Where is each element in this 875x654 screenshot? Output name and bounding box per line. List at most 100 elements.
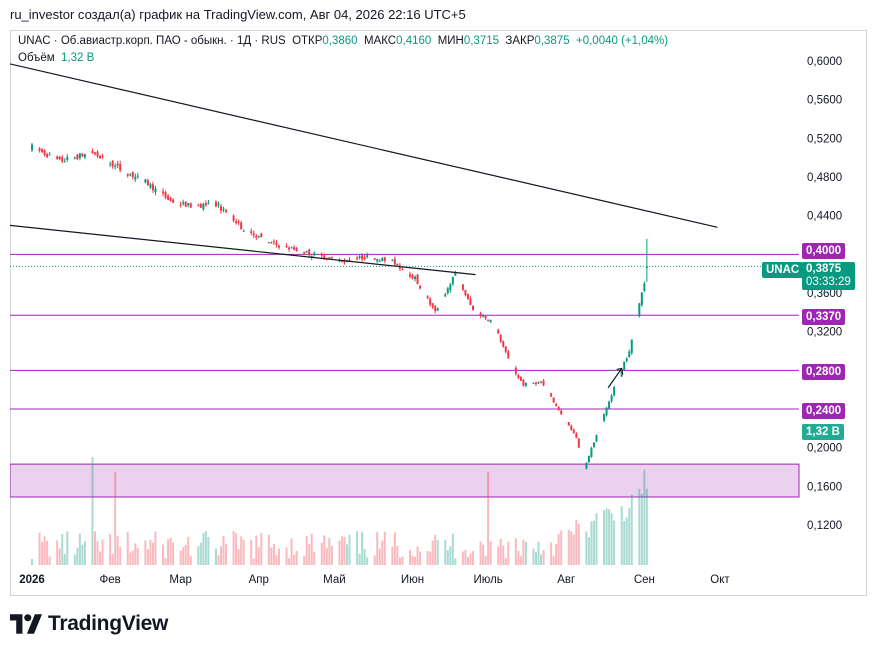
volume-bar	[78, 533, 81, 565]
volume-bar	[129, 552, 132, 565]
candle-body	[519, 377, 522, 381]
volume-bar	[550, 542, 553, 565]
candle-body	[184, 201, 187, 207]
volume-bar	[202, 533, 205, 565]
tradingview-logo-text: TradingView	[48, 612, 169, 635]
volume-bar	[295, 550, 298, 565]
candle-body	[328, 257, 331, 259]
candle-body	[63, 161, 66, 163]
candles	[31, 143, 648, 470]
candle-body	[555, 403, 558, 406]
price-axis: 0,6000 0,5600 0,5200 0,4800 0,4400 0,3600 0,32…	[807, 56, 842, 532]
candle-body	[267, 242, 270, 244]
candle-body	[343, 260, 346, 263]
y-tick-label: 0,4400	[807, 211, 842, 223]
volume-bar	[605, 508, 608, 565]
volume-bar	[610, 513, 613, 565]
candle-body	[409, 274, 411, 277]
volume-bar	[338, 540, 341, 565]
volume-bar	[328, 537, 331, 565]
volume-bar	[620, 506, 623, 565]
volume-bar	[48, 556, 51, 565]
tradingview-logo: TradingView	[10, 612, 168, 636]
volume-bar	[293, 554, 296, 565]
candle-body	[461, 284, 464, 290]
x-tick-label: Сен	[634, 574, 655, 586]
volume-bar	[540, 554, 543, 565]
volume-bar	[416, 546, 419, 565]
volume-bar	[61, 534, 64, 565]
candle-body	[414, 276, 417, 279]
candle-body	[613, 387, 616, 396]
volume-bar	[592, 520, 595, 565]
volume-bar	[577, 523, 580, 565]
candle-body	[431, 303, 434, 308]
candle-body	[199, 204, 202, 208]
volume-bar	[645, 488, 648, 565]
volume-bar	[643, 469, 646, 565]
volume-bar	[482, 544, 485, 565]
candle-body	[257, 235, 260, 237]
candle-body	[94, 152, 96, 155]
volume-bar	[43, 536, 46, 565]
candle-body	[620, 369, 623, 377]
candle-body	[73, 157, 76, 159]
candle-body	[590, 447, 593, 457]
volume-bar	[373, 555, 376, 565]
candle-body	[293, 247, 296, 250]
volume-bar	[489, 541, 492, 565]
candle-body	[308, 249, 311, 256]
candle-body	[129, 174, 132, 176]
candle-body	[116, 163, 119, 166]
price-chart[interactable]: 0,6000 0,5600 0,5200 0,4800 0,4400 0,3600 0,32…	[10, 30, 867, 596]
trendlines	[10, 63, 718, 389]
volume-bar	[96, 541, 99, 565]
volume-bar	[434, 534, 437, 565]
volume-bar	[136, 547, 139, 565]
volume-bar	[444, 539, 447, 565]
candle-body	[575, 433, 578, 438]
volume-bar	[270, 547, 273, 565]
candle-body	[401, 269, 404, 271]
candle-body	[46, 153, 49, 158]
volume-bar	[590, 521, 593, 565]
volume-bar	[378, 548, 381, 565]
x-tick-label: Мар	[169, 574, 192, 586]
candle-body	[136, 175, 139, 177]
volume-bar	[260, 533, 263, 565]
candle-body	[638, 303, 641, 317]
x-tick-label: 2026	[19, 574, 45, 586]
volume-bar	[63, 553, 66, 565]
candle-body	[358, 256, 361, 258]
candle-body	[469, 298, 472, 305]
candle-body	[43, 150, 46, 156]
volume-bar	[519, 556, 522, 565]
volume-bar	[182, 547, 185, 565]
candle-body	[164, 192, 167, 198]
volume-bar	[154, 531, 157, 565]
candle-body	[419, 285, 422, 289]
candle-body	[444, 294, 447, 297]
candle-body	[585, 462, 588, 469]
candle-body	[567, 422, 570, 426]
candle-body	[255, 235, 258, 238]
volume-bar	[323, 535, 326, 565]
volume-bar	[401, 556, 404, 565]
candle-body	[56, 156, 59, 160]
candle-body	[487, 319, 490, 321]
volume-bar	[305, 536, 308, 565]
volume-bar	[640, 494, 643, 565]
volume-bar	[628, 508, 631, 565]
volume-bar	[638, 488, 641, 565]
volume-bar	[524, 541, 527, 565]
candle-body	[550, 393, 553, 397]
candle-body	[376, 259, 379, 262]
volume-bar	[214, 548, 217, 565]
candle-body	[169, 197, 172, 201]
volume-bar	[222, 535, 225, 565]
candle-body	[189, 203, 192, 208]
volume-tag: 1,32 B	[802, 424, 844, 440]
y-tick-label: 0,3600	[807, 288, 842, 300]
volume-bar	[504, 557, 507, 565]
volume-bar	[46, 540, 49, 565]
